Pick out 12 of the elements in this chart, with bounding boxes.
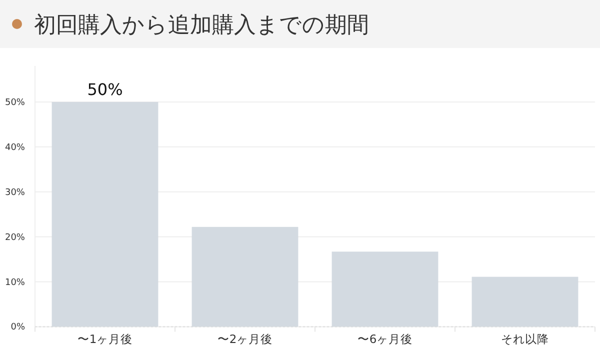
x-tick-label: 〜2ヶ月後 <box>217 332 273 346</box>
y-tick-label: 50% <box>4 98 26 108</box>
y-tick-label: 20% <box>4 232 26 243</box>
y-tick-label: 30% <box>4 188 26 198</box>
y-tick-label: 0% <box>10 322 26 333</box>
x-tick-label: 〜6ヶ月後 <box>357 332 413 346</box>
data-label: 50% <box>87 80 123 99</box>
y-tick-label: 40% <box>4 142 26 153</box>
chart-title: 初回購入から追加購入までの期間 <box>34 13 369 38</box>
x-tick-label: それ以降 <box>501 332 549 346</box>
x-tick-label: 〜1ヶ月後 <box>77 332 133 346</box>
y-tick-label: 10% <box>4 278 26 288</box>
